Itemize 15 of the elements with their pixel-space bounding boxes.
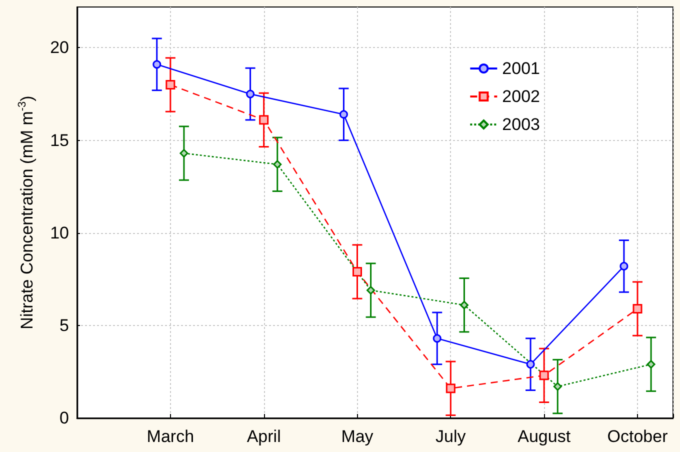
legend-label: 2002 — [502, 87, 540, 106]
x-tick-label: April — [246, 427, 281, 446]
y-tick-label: 20 — [50, 38, 69, 58]
legend-label: 2003 — [502, 115, 540, 134]
y-tick-label: 10 — [50, 223, 69, 242]
y-tick-label: 0 — [60, 408, 69, 428]
legend-label: 2001 — [502, 59, 540, 78]
x-tick-label: March — [146, 427, 194, 446]
x-tick-label: August — [518, 427, 571, 446]
y-axis-title: Nitrate Concentration (mM m-3) — [16, 96, 36, 330]
x-tick-label: October — [607, 427, 668, 446]
y-tick-label: 5 — [60, 316, 69, 335]
x-tick-label: July — [436, 427, 466, 446]
y-tick-label: 15 — [50, 130, 69, 150]
x-tick-label: May — [341, 427, 374, 446]
